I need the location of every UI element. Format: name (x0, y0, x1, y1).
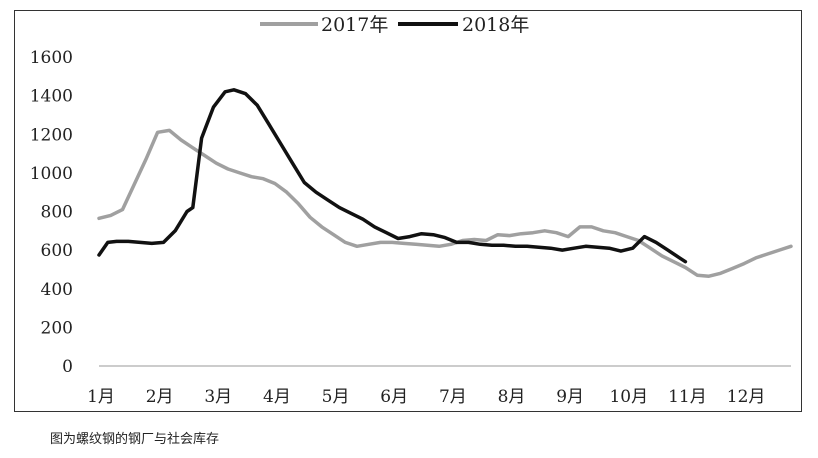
y-tick-label: 200 (41, 318, 73, 338)
x-tick-label: 5月 (322, 387, 350, 407)
y-tick-label: 1000 (30, 164, 73, 184)
legend: 2017年 2018年 (260, 14, 529, 36)
x-tick-label: 7月 (439, 387, 467, 407)
x-tick-label: 11月 (668, 387, 707, 407)
line-chart: 2017年 2018年 0 200 400 600 800 1000 1200 1400 160… (30, 14, 793, 407)
x-tick-label: 4月 (263, 387, 291, 407)
x-axis-ticks: 1月 2月 3月 4月 5月 6月 7月 8月 9月 10月 11月 12月 (87, 387, 765, 407)
y-tick-label: 1600 (30, 48, 73, 68)
series-line-2018 (97, 88, 688, 264)
y-axis-ticks: 0 200 400 600 800 1000 1200 1400 1600 (30, 48, 73, 377)
x-tick-label: 9月 (556, 387, 584, 407)
y-tick-label: 600 (41, 241, 73, 261)
x-tick-label: 8月 (498, 387, 526, 407)
y-tick-label: 0 (62, 357, 73, 377)
x-tick-label: 1月 (87, 387, 115, 407)
legend-label-2017: 2017年 (321, 14, 388, 36)
y-tick-label: 1400 (30, 87, 73, 107)
series-line-2017 (97, 128, 793, 278)
x-tick-label: 2月 (146, 387, 174, 407)
figure-caption: 图为螺纹钢的钢厂与社会库存 (50, 432, 220, 447)
x-tick-label: 3月 (204, 387, 232, 407)
y-tick-label: 1200 (30, 125, 73, 145)
legend-label-2018: 2018年 (462, 14, 529, 36)
y-tick-label: 800 (41, 203, 73, 223)
series-group (97, 88, 793, 278)
chart-frame: 2017年 2018年 0 200 400 600 800 1000 1200 1400 160… (14, 10, 802, 412)
x-tick-label: 10月 (609, 387, 648, 407)
x-tick-label: 6月 (380, 387, 408, 407)
y-tick-label: 400 (41, 280, 73, 300)
x-tick-label: 12月 (727, 387, 766, 407)
